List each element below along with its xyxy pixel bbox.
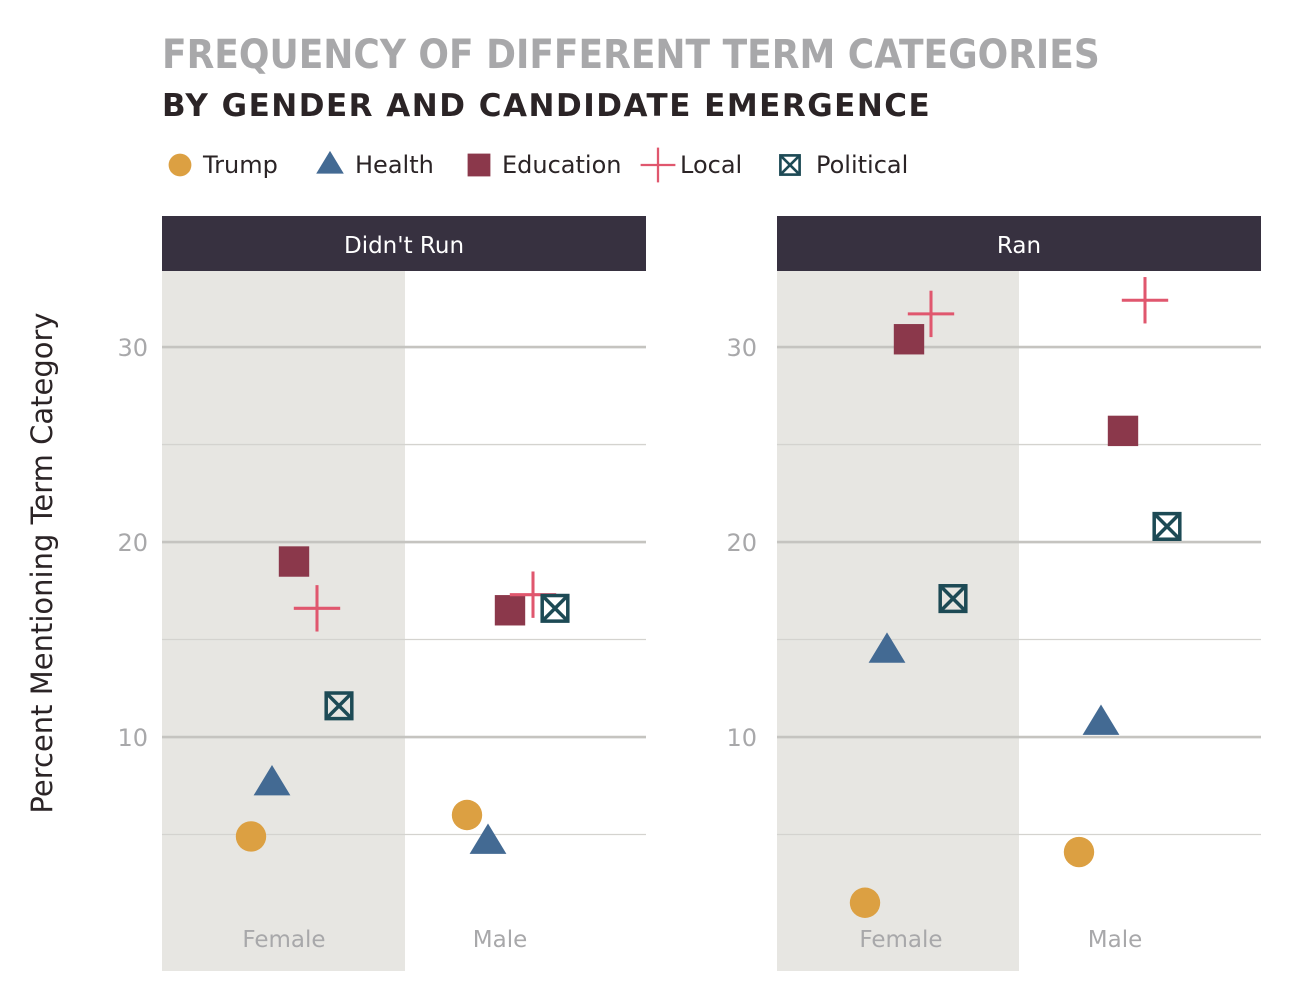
chart-subtitle: BY GENDER AND CANDIDATE EMERGENCE [162, 88, 931, 124]
point-health-male [1082, 704, 1120, 735]
legend-item-education: Education [467, 151, 621, 179]
x-category-label-female: Female [859, 927, 942, 953]
point-education-female [278, 546, 310, 577]
point-trump-female [235, 821, 267, 852]
legend-item-local: Local [640, 147, 742, 183]
y-tick-label: 30 [117, 334, 148, 362]
point-trump-female [849, 887, 881, 918]
chart-title: FREQUENCY OF DIFFERENT TERM CATEGORIES [162, 32, 1100, 78]
y-tick-label: 10 [117, 724, 148, 752]
facet-label-didn-t-run: Didn't Run [344, 233, 464, 259]
point-education-male [1107, 415, 1139, 447]
legend-marker-health [316, 150, 344, 174]
legend-marker-education [467, 153, 491, 177]
x-category-label-male: Male [473, 927, 527, 953]
panel-didn-t-run: Didn't Run 10 20 30 Female Male [117, 216, 646, 971]
data-points [849, 277, 1182, 918]
legend-label-political: Political [816, 151, 908, 179]
point-local-female [907, 290, 955, 338]
y-tick-label: 20 [117, 529, 148, 557]
facet-label-ran: Ran [997, 233, 1041, 259]
point-local-female [293, 585, 341, 632]
y-axis-title: Percent Mentioning Term Category [25, 312, 59, 813]
point-health-male [469, 823, 507, 854]
data-points [235, 546, 570, 854]
point-political-male [540, 593, 570, 623]
legend-marker-political [779, 154, 801, 176]
point-education-male [494, 595, 526, 626]
point-political-female [324, 691, 354, 721]
y-tick-label: 30 [726, 334, 757, 362]
facet-strip [777, 216, 1261, 271]
panels: Didn't Run 10 20 30 Female Male Ran 10 20 30 Femal… [117, 216, 1261, 971]
point-local-male [1121, 277, 1169, 324]
legend: Trump Health Education Local Political [168, 147, 908, 183]
legend-label-local: Local [680, 151, 742, 179]
shaded-band-female [162, 271, 405, 971]
shaded-band-female [777, 271, 1019, 971]
legend-marker-trump [168, 153, 192, 177]
legend-label-education: Education [502, 151, 621, 179]
point-health-female [868, 632, 906, 663]
x-category-label-female: Female [242, 927, 325, 953]
panel-ran: Ran 10 20 30 Female Male [726, 216, 1261, 971]
legend-item-health: Health [316, 150, 434, 179]
y-tick-label: 20 [726, 529, 757, 557]
legend-label-trump: Trump [202, 151, 278, 179]
point-health-female [253, 764, 291, 796]
point-education-female [893, 324, 925, 355]
point-political-female [938, 584, 968, 614]
legend-marker-local [640, 147, 676, 183]
x-category-label-male: Male [1088, 927, 1142, 953]
legend-item-trump: Trump [168, 151, 278, 179]
point-political-male [1152, 511, 1182, 541]
y-tick-label: 10 [726, 724, 757, 752]
legend-item-political: Political [779, 151, 908, 179]
facet-strip [162, 216, 646, 271]
legend-label-health: Health [355, 151, 434, 179]
point-trump-male [1063, 836, 1095, 868]
point-trump-male [451, 799, 483, 831]
